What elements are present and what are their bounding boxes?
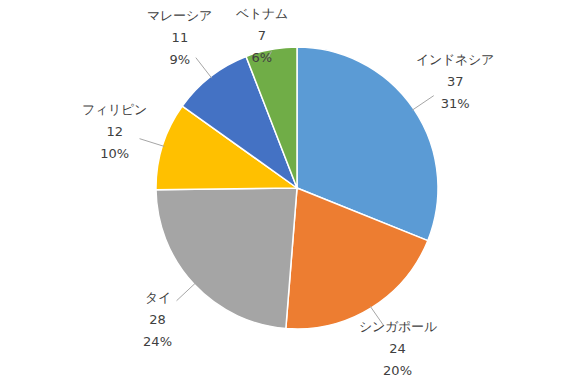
background [0,0,568,388]
value-label: 37 [447,74,464,89]
leader-line [140,139,165,147]
percent-label: 24% [143,334,172,349]
category-label: シンガポール [359,319,437,334]
percent-label: 9% [170,52,191,67]
percent-label: 20% [383,363,412,378]
pie-slice [156,188,297,329]
slices [156,47,438,329]
category-label: ベトナム [236,6,288,21]
category-label: フィリピン [82,102,147,117]
value-label: 11 [172,30,189,45]
pie-slice [286,188,428,329]
percent-label: 6% [252,50,273,65]
value-label: 12 [106,124,123,139]
category-label: マレーシア [147,8,212,23]
labels: インドネシア 37 31% シンガポール 24 20% タイ 28 24% フィリピン 12 10% マ… [82,6,494,378]
category-label: タイ [145,290,171,305]
pie-chart: インドネシア 37 31% シンガポール 24 20% タイ 28 24% フィリピン 12 10% マ… [0,0,568,388]
pie-slice [246,47,297,188]
leader-line [177,283,196,301]
category-label: インドネシア [416,52,494,67]
value-label: 7 [258,28,266,43]
value-label: 24 [389,341,406,356]
value-label: 28 [149,312,166,327]
percent-label: 10% [100,146,129,161]
leader-line [196,58,212,79]
leader-line [412,96,434,111]
percent-label: 31% [441,96,470,111]
